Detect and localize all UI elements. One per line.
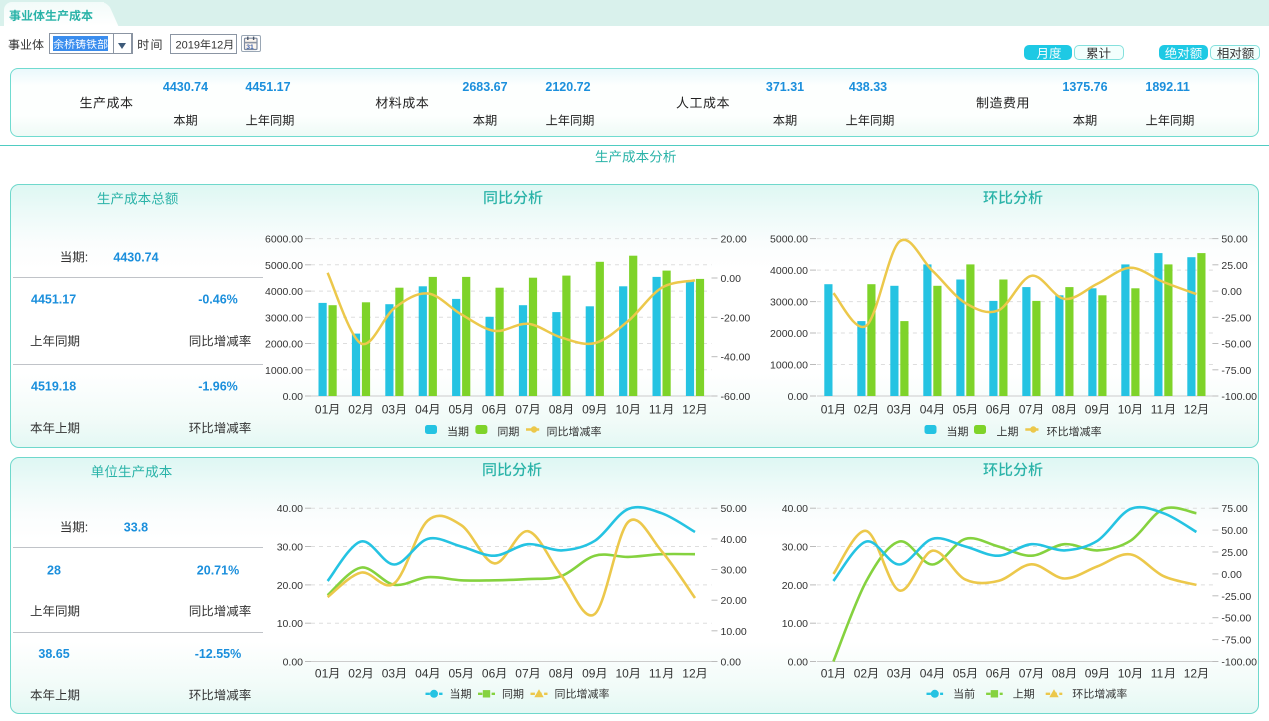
svg-text:10: 10 [1118,403,1132,417]
svg-text:40.00: 40.00 [782,503,808,515]
svg-text:-50.00: -50.00 [1221,613,1251,625]
svg-text:2000.00: 2000.00 [770,328,808,340]
svg-text:12: 12 [1184,403,1198,417]
svg-text:-25.00: -25.00 [1221,312,1251,324]
svg-text:25.00: 25.00 [1221,547,1247,559]
svg-text:08: 08 [549,667,563,681]
svg-text:06: 06 [986,667,1000,681]
svg-text:04: 04 [920,667,934,681]
svg-text:20.00: 20.00 [277,580,303,592]
svg-text:0.00: 0.00 [1221,569,1242,581]
svg-text:10.00: 10.00 [277,618,303,630]
svg-text:0.00: 0.00 [1221,286,1242,298]
svg-text:12: 12 [682,667,696,681]
svg-text:75.00: 75.00 [1221,503,1247,515]
svg-text:-40.00: -40.00 [721,352,751,364]
svg-text:11: 11 [649,667,662,681]
svg-text:05: 05 [449,403,463,417]
svg-text:08: 08 [549,403,563,417]
svg-text:05: 05 [953,403,967,417]
svg-text:5000.00: 5000.00 [770,234,808,246]
svg-text:40.00: 40.00 [277,503,303,515]
svg-text:08: 08 [1052,403,1066,417]
svg-text:0.00: 0.00 [788,657,809,669]
svg-text:10: 10 [616,667,630,681]
svg-text:50.00: 50.00 [721,503,747,515]
svg-text:03: 03 [382,667,396,681]
svg-text:-50.00: -50.00 [1221,339,1251,351]
svg-text:0.00: 0.00 [283,391,304,403]
svg-text:03: 03 [382,403,396,417]
svg-text:11: 11 [649,403,662,417]
svg-text:-25.00: -25.00 [1221,591,1251,603]
svg-text:05: 05 [953,667,967,681]
svg-text:1000.00: 1000.00 [770,360,808,372]
svg-text:05: 05 [449,667,463,681]
svg-text:02: 02 [348,403,362,417]
svg-text:1000.00: 1000.00 [265,365,303,377]
svg-text:09: 09 [582,403,596,417]
svg-text:-100.00: -100.00 [1221,657,1257,669]
svg-text:50.00: 50.00 [1221,525,1247,537]
svg-text:0.00: 0.00 [788,391,809,403]
svg-text:09: 09 [1085,403,1099,417]
svg-text:5000.00: 5000.00 [265,260,303,272]
svg-text:03: 03 [887,667,901,681]
svg-text:2000.00: 2000.00 [265,339,303,351]
svg-text:04: 04 [920,403,934,417]
svg-text:04: 04 [415,667,429,681]
svg-text:10.00: 10.00 [782,618,808,630]
svg-text:30.00: 30.00 [721,565,747,577]
svg-text:30.00: 30.00 [782,542,808,554]
svg-text:0.00: 0.00 [283,657,304,669]
svg-text:25.00: 25.00 [1221,260,1247,272]
svg-text:06: 06 [482,403,496,417]
svg-text:40.00: 40.00 [721,534,747,546]
svg-text:10.00: 10.00 [721,626,747,638]
svg-text:11: 11 [1151,667,1164,681]
svg-text:20.00: 20.00 [782,580,808,592]
svg-text:03: 03 [887,403,901,417]
svg-text:07: 07 [515,667,529,681]
svg-text:01: 01 [315,667,329,681]
svg-text:02: 02 [348,667,362,681]
svg-text:-75.00: -75.00 [1221,635,1251,647]
svg-text:01: 01 [315,403,329,417]
svg-text:06: 06 [986,403,1000,417]
svg-text:12: 12 [1184,667,1198,681]
svg-text:07: 07 [1019,667,1033,681]
svg-text:07: 07 [1019,403,1033,417]
svg-text:09: 09 [1085,667,1099,681]
svg-text:11: 11 [1151,403,1164,417]
svg-text:07: 07 [515,403,529,417]
svg-text:-75.00: -75.00 [1221,365,1251,377]
svg-text:10: 10 [616,403,630,417]
svg-text:01: 01 [821,403,835,417]
svg-text:4000.00: 4000.00 [770,265,808,277]
svg-text:50.00: 50.00 [1221,234,1247,246]
svg-text:6000.00: 6000.00 [265,234,303,246]
svg-text:0.00: 0.00 [721,273,742,285]
svg-text:08: 08 [1052,667,1066,681]
svg-text:3000.00: 3000.00 [265,312,303,324]
svg-text:-60.00: -60.00 [721,391,751,403]
svg-text:01: 01 [821,667,835,681]
svg-text:30.00: 30.00 [277,542,303,554]
svg-text:09: 09 [582,667,596,681]
svg-text:3000.00: 3000.00 [770,297,808,309]
svg-text:0.00: 0.00 [721,657,742,669]
svg-text:02: 02 [854,667,868,681]
svg-text:-20.00: -20.00 [721,312,751,324]
svg-text:20.00: 20.00 [721,595,747,607]
svg-text:20.00: 20.00 [721,234,747,246]
svg-text:10: 10 [1118,667,1132,681]
svg-text:06: 06 [482,667,496,681]
svg-text:4000.00: 4000.00 [265,286,303,298]
svg-text:02: 02 [854,403,868,417]
svg-text:04: 04 [415,403,429,417]
svg-text:12: 12 [682,403,696,417]
svg-text:-100.00: -100.00 [1221,391,1257,403]
